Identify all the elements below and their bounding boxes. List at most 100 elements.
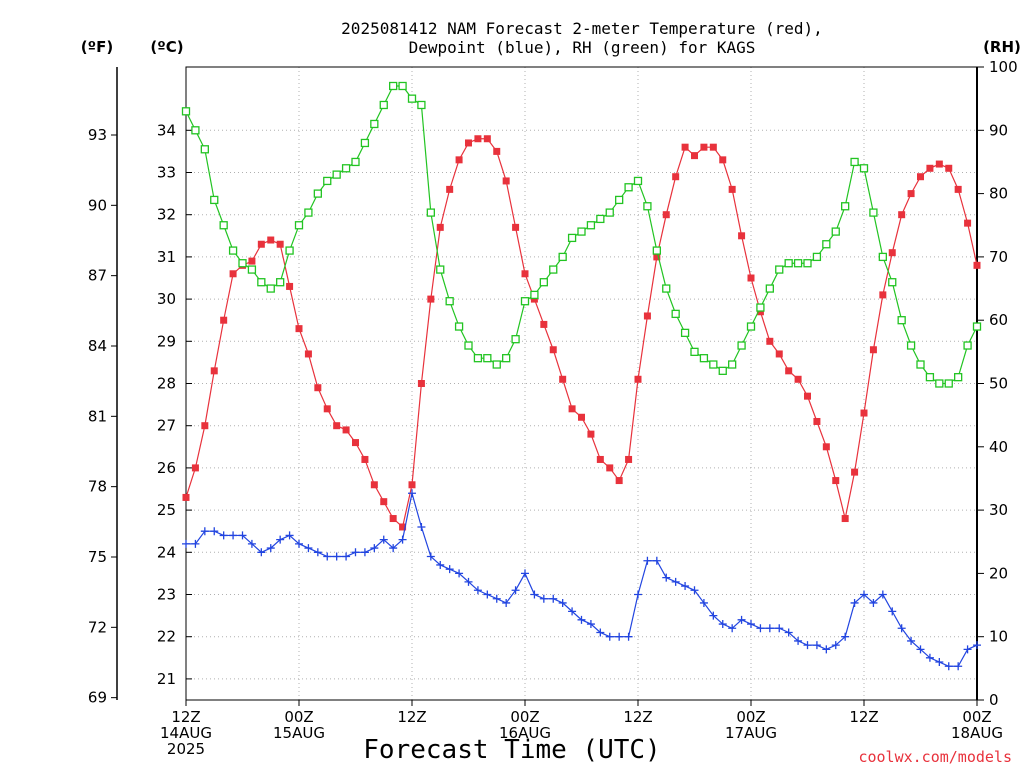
rh-point [888, 278, 897, 287]
y-tick-label-c: 22 [157, 628, 176, 646]
dewpoint-point [935, 658, 944, 667]
rh-point [360, 138, 370, 148]
unit-label-rh: (RH) [983, 38, 1021, 56]
y-tick-label-c: 31 [157, 248, 176, 266]
dewpoint-point [812, 641, 821, 650]
dewpoint-series [182, 489, 981, 671]
rh-point [238, 259, 247, 268]
rh-point [502, 354, 511, 363]
temperature-point [502, 177, 510, 185]
temperature-point [813, 417, 821, 425]
x-tick-label: 12Z [849, 708, 878, 726]
dewpoint-point [238, 531, 247, 540]
rh-point [191, 126, 200, 135]
temperature-point [766, 337, 774, 345]
dewpoint-point [219, 531, 228, 540]
rh-point [662, 284, 671, 293]
temperature-point [907, 190, 915, 198]
dewpoint-point [897, 624, 906, 633]
temperature-point [370, 481, 378, 489]
dewpoint-point [860, 590, 868, 599]
rh-point [633, 176, 643, 186]
temperature-point [380, 498, 388, 506]
y-tick-label-f: 93 [88, 126, 107, 144]
y-tick-label-rh: 70 [989, 248, 1008, 266]
dewpoint-point [634, 590, 642, 599]
temperature-point [926, 164, 934, 172]
y-tick-label-rh: 0 [989, 691, 999, 709]
dewpoint-point [888, 607, 897, 616]
temperature-point [606, 464, 614, 472]
x-tick-label: 12Z [171, 708, 200, 726]
rh-point [294, 221, 304, 230]
rh-point [850, 157, 859, 167]
rh-point [831, 227, 840, 236]
dewpoint-point [483, 590, 492, 599]
temperature-point [643, 312, 651, 320]
rh-point [181, 107, 191, 116]
temperature-point [738, 232, 746, 240]
temperature-point [191, 464, 199, 472]
rh-point [822, 240, 831, 249]
dewpoint-point [210, 527, 219, 536]
temperature-point [530, 295, 538, 303]
temperature-point [898, 211, 906, 219]
rh-point [841, 202, 850, 211]
temperature-point [342, 426, 350, 434]
dewpoint-point [850, 598, 859, 607]
y-tick-label-f: 90 [88, 196, 107, 214]
rh-point [709, 360, 718, 369]
rh-point [972, 322, 982, 331]
temperature-point [549, 346, 557, 354]
rh-point [313, 189, 322, 198]
rh-point [332, 170, 341, 179]
y-tick-label-c: 27 [157, 417, 176, 435]
rh-series [181, 81, 982, 388]
temperature-point [587, 430, 595, 438]
temperature-point [323, 405, 331, 413]
rh-point [897, 316, 906, 325]
temperature-point [672, 173, 680, 181]
dewpoint-point [586, 620, 595, 629]
dewpoint-point [549, 594, 558, 603]
dewpoint-point [257, 548, 266, 557]
rh-point [247, 265, 257, 274]
temperature-point [389, 515, 397, 523]
y-tick-label-rh: 60 [989, 311, 1008, 329]
dewpoint-point [737, 615, 746, 624]
x-tick-label: 00Z [510, 708, 539, 726]
rh-point [624, 183, 633, 192]
temperature-point [201, 422, 209, 430]
temperature-point [756, 308, 764, 316]
temperature-point [210, 367, 218, 375]
temperature-point [455, 156, 463, 164]
temperature-point [559, 375, 567, 383]
y-tick-label-rh: 50 [989, 375, 1008, 393]
rh-point [728, 360, 737, 369]
rh-point [586, 221, 596, 230]
x-tick-label: 17AUG [725, 724, 777, 742]
y-tick-label-rh: 40 [989, 438, 1008, 456]
dewpoint-point [445, 565, 454, 574]
dewpoint-point [784, 628, 793, 637]
rh-point [775, 265, 784, 274]
dewpoint-point [577, 615, 586, 624]
temperature-point [578, 413, 585, 421]
rh-point [219, 221, 228, 230]
rh-point [812, 252, 822, 262]
temperature-point [521, 270, 529, 278]
y-tick-label-f: 78 [88, 478, 107, 496]
rh-point [454, 322, 464, 331]
y-tick-label-c: 26 [157, 459, 176, 477]
rh-point [266, 284, 275, 293]
dewpoint-point [191, 539, 200, 548]
temperature-point [917, 173, 924, 181]
dewpoint-point [558, 598, 567, 607]
temperature-point [973, 261, 981, 269]
temperature-point [417, 380, 425, 387]
temperature-point [182, 493, 190, 501]
dewpoint-point [671, 577, 680, 586]
y-tick-label-c: 24 [157, 543, 176, 561]
dewpoint-point [944, 662, 953, 671]
